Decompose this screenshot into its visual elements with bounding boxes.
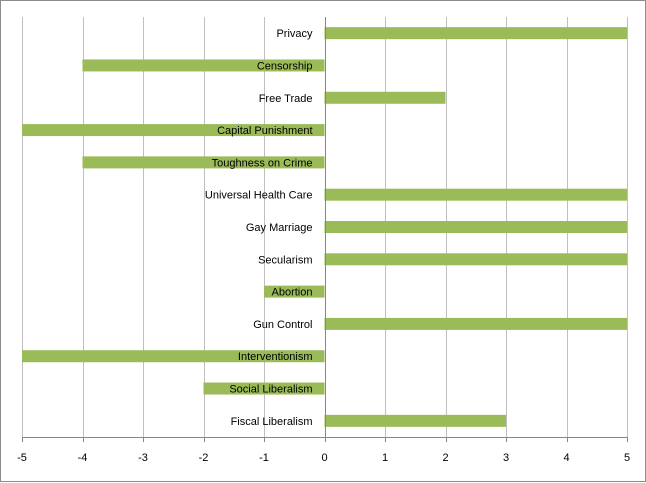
x-tick-label: 0	[321, 452, 327, 464]
bars	[22, 27, 627, 427]
bar	[324, 27, 627, 40]
bar	[22, 124, 325, 137]
category-label: Secularism	[258, 254, 312, 266]
x-tick-label: 2	[442, 452, 448, 464]
x-tick-label: -4	[78, 452, 88, 464]
bar	[324, 414, 506, 427]
bar	[82, 156, 325, 169]
bar	[324, 253, 627, 266]
category-label: Social Liberalism	[229, 384, 312, 396]
bar	[324, 91, 446, 104]
x-tick-label: 4	[563, 452, 569, 464]
category-labels: Privacy Censorship Free Trade Capital Punis…	[205, 28, 313, 428]
category-label: Capital Punishment	[217, 125, 312, 137]
category-label: Gay Marriage	[246, 222, 313, 234]
x-tick-label: -5	[17, 452, 27, 464]
bar	[324, 317, 627, 330]
x-tick-labels: -5 -4 -3 -2 -1 0 1 2 3 4 5	[17, 452, 630, 464]
axes	[22, 17, 628, 442]
category-label: Free Trade	[259, 93, 313, 105]
bar	[264, 285, 325, 298]
category-label: Privacy	[276, 28, 313, 40]
category-label: Interventionism	[238, 351, 313, 363]
category-label: Toughness on Crime	[212, 157, 313, 169]
category-label: Universal Health Care	[205, 190, 313, 202]
bar	[203, 382, 325, 395]
x-tick-label: -3	[138, 452, 148, 464]
category-label: Gun Control	[253, 319, 312, 331]
x-tick-label: 1	[382, 452, 388, 464]
x-tick-label: 5	[624, 452, 630, 464]
category-label: Censorship	[257, 60, 313, 72]
bar	[324, 221, 627, 233]
category-label: Fiscal Liberalism	[231, 416, 313, 428]
category-label: Abortion	[272, 287, 313, 299]
bar	[324, 188, 627, 201]
x-tick-label: 3	[503, 452, 509, 464]
bar	[22, 350, 325, 363]
x-tick-label: -1	[259, 452, 269, 464]
x-tick-label: -2	[199, 452, 209, 464]
bar	[82, 59, 325, 72]
